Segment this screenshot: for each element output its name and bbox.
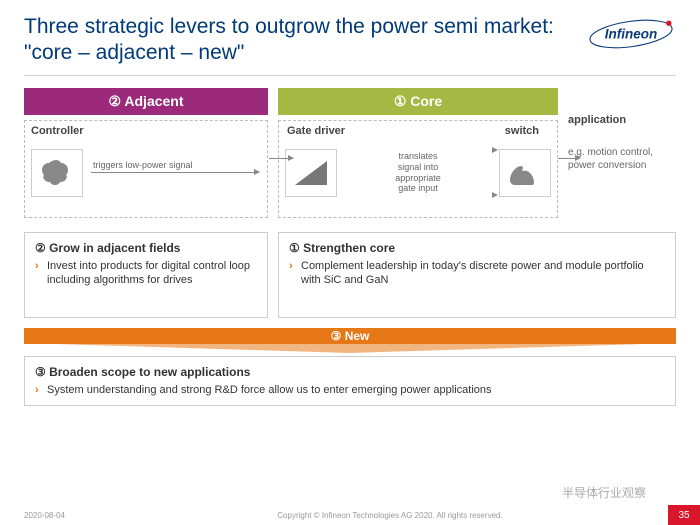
infineon-logo: Infineon xyxy=(586,14,676,54)
adjacent-header: ② Adjacent xyxy=(24,88,268,115)
slide-title: Three strategic levers to outgrow the po… xyxy=(24,14,586,67)
trigger-text: triggers low-power signal xyxy=(93,160,193,171)
slide: Three strategic levers to outgrow the po… xyxy=(0,0,700,525)
core-bullet: Complement leadership in today's discret… xyxy=(289,259,665,289)
core-box-title: ① Strengthen core xyxy=(289,241,665,255)
brain-icon xyxy=(31,149,83,197)
controller-panel: Controller triggers low-power signal xyxy=(24,120,268,218)
core-box: ① Strengthen core Complement leadership … xyxy=(278,232,676,318)
content-area: ② Adjacent Controller triggers low-power… xyxy=(0,76,700,407)
top-row: ② Adjacent Controller triggers low-power… xyxy=(24,88,676,218)
header: Three strategic levers to outgrow the po… xyxy=(0,0,700,71)
translate-text: translates signal into appropriate gate … xyxy=(390,151,446,194)
new-chevron: ③ New xyxy=(24,328,676,350)
svg-text:Infineon: Infineon xyxy=(605,27,658,42)
adjacent-column: ② Adjacent Controller triggers low-power… xyxy=(24,88,268,218)
adjacent-to-core-arrow xyxy=(269,158,293,159)
footer-date: 2020-08-04 xyxy=(24,511,104,520)
application-column: application e.g. motion control, power c… xyxy=(568,88,676,218)
new-bullet: System understanding and strong R&D forc… xyxy=(35,383,665,398)
adjacent-box: ② Grow in adjacent fields Invest into pr… xyxy=(24,232,268,318)
core-panel: Gate driver switch translates signal int… xyxy=(278,120,558,218)
adjacent-box-title: ② Grow in adjacent fields xyxy=(35,241,257,255)
core-to-app-arrow xyxy=(558,158,580,159)
new-box-title: ③ Broaden scope to new applications xyxy=(35,365,665,379)
footer: 2020-08-04 Copyright © Infineon Technolo… xyxy=(0,505,700,525)
controller-label: Controller xyxy=(31,125,84,137)
boxes-row: ② Grow in adjacent fields Invest into pr… xyxy=(24,232,676,318)
watermark: 半导体行业观察 xyxy=(558,482,650,503)
application-label: application xyxy=(568,114,676,126)
new-header: ③ New xyxy=(24,328,676,344)
gate-driver-label: Gate driver xyxy=(287,125,345,137)
core-column: ① Core Gate driver switch translates sig… xyxy=(278,88,558,218)
muscle-icon xyxy=(499,149,551,197)
application-text: e.g. motion control, power conversion xyxy=(568,146,676,172)
new-box: ③ Broaden scope to new applications Syst… xyxy=(24,356,676,407)
adjacent-bullet: Invest into products for digital control… xyxy=(35,259,257,289)
adjacent-arrow: triggers low-power signal xyxy=(91,172,259,173)
core-header: ① Core xyxy=(278,88,558,115)
switch-label: switch xyxy=(505,125,539,137)
page-number-badge: 35 xyxy=(668,505,700,525)
footer-copyright: Copyright © Infineon Technologies AG 202… xyxy=(104,511,676,520)
chevron-triangle xyxy=(24,343,676,353)
